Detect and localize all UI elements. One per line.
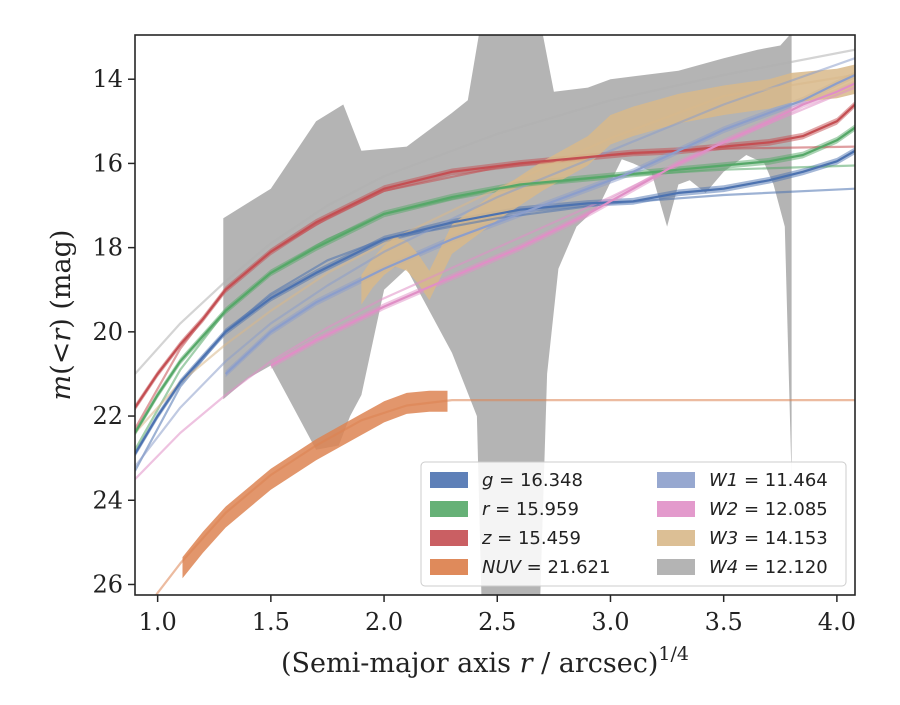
series-nuv-model-curve — [154, 399, 855, 595]
legend-label-r: r = 15.959 — [482, 499, 579, 520]
y-tick-label: 26 — [92, 570, 123, 598]
legend-swatch-r — [430, 501, 468, 517]
legend-swatch-z — [430, 530, 468, 546]
x-tick-label: 1.0 — [139, 608, 177, 636]
x-tick-label: 2.5 — [478, 608, 516, 636]
legend-swatch-w1 — [657, 472, 695, 488]
legend-label-nuv: NUV = 21.621 — [482, 557, 610, 578]
x-tick-label: 3.5 — [705, 608, 743, 636]
y-axis-label: m(<r) (mag) — [46, 230, 77, 401]
series-r-profile-line — [135, 126, 855, 434]
series-g-uncertainty-band — [135, 147, 855, 458]
legend-swatch-w2 — [657, 501, 695, 517]
legend-label-w1: W1 = 11.464 — [709, 470, 828, 491]
series-r-model-curve — [135, 164, 855, 451]
legend-label-z: z = 15.459 — [481, 528, 581, 549]
series-w4-envelope — [223, 35, 792, 595]
y-tick-label: 16 — [92, 149, 123, 177]
series-r-uncertainty-band — [135, 124, 855, 437]
legend-frame — [420, 461, 847, 587]
series-w2-uncertainty-band — [270, 80, 855, 369]
x-tick-label: 3.0 — [591, 608, 629, 636]
legend-swatch-w3 — [657, 530, 695, 546]
x-axis-label: (Semi-major axis r / arcsec)1/4 — [281, 643, 689, 679]
legend-swatch-g — [430, 472, 468, 488]
series-w3-uncertainty-band — [361, 64, 855, 305]
plot-frame — [134, 34, 856, 596]
legend: g = 16.348 r = 15.959 z = 15.459 NUV = 21.6… — [420, 461, 847, 587]
series-w4-model-curve — [135, 48, 855, 375]
x-tick-label: 1.5 — [252, 608, 290, 636]
legend-label-g: g = 16.348 — [482, 470, 583, 491]
y-tick-label: 24 — [92, 486, 123, 514]
y-tick-label: 18 — [92, 234, 123, 262]
series-z-profile-line — [135, 103, 855, 409]
y-tick-label: 20 — [92, 318, 123, 346]
series-nuv-uncertainty-band — [182, 390, 448, 579]
legend-swatch-nuv — [430, 559, 468, 575]
series-g-profile-line — [135, 149, 855, 455]
series-w1-profile-line — [224, 74, 855, 375]
series-w3-model-curve — [135, 73, 855, 434]
legend-swatch-w4 — [657, 559, 695, 575]
series-g-model-curve — [135, 187, 855, 472]
y-tick-label: 22 — [92, 402, 123, 430]
x-tick-label: 4.0 — [818, 608, 856, 636]
legend-label-w2: W2 = 12.085 — [709, 499, 828, 520]
x-tick-label: 2.0 — [365, 608, 403, 636]
legend-label-w4: W4 = 12.120 — [709, 557, 828, 578]
series-w2-profile-line — [270, 82, 855, 367]
y-tick-label: 14 — [92, 65, 123, 93]
series-w1-model-curve — [135, 57, 855, 468]
legend-label-w3: W3 = 14.153 — [709, 528, 828, 549]
